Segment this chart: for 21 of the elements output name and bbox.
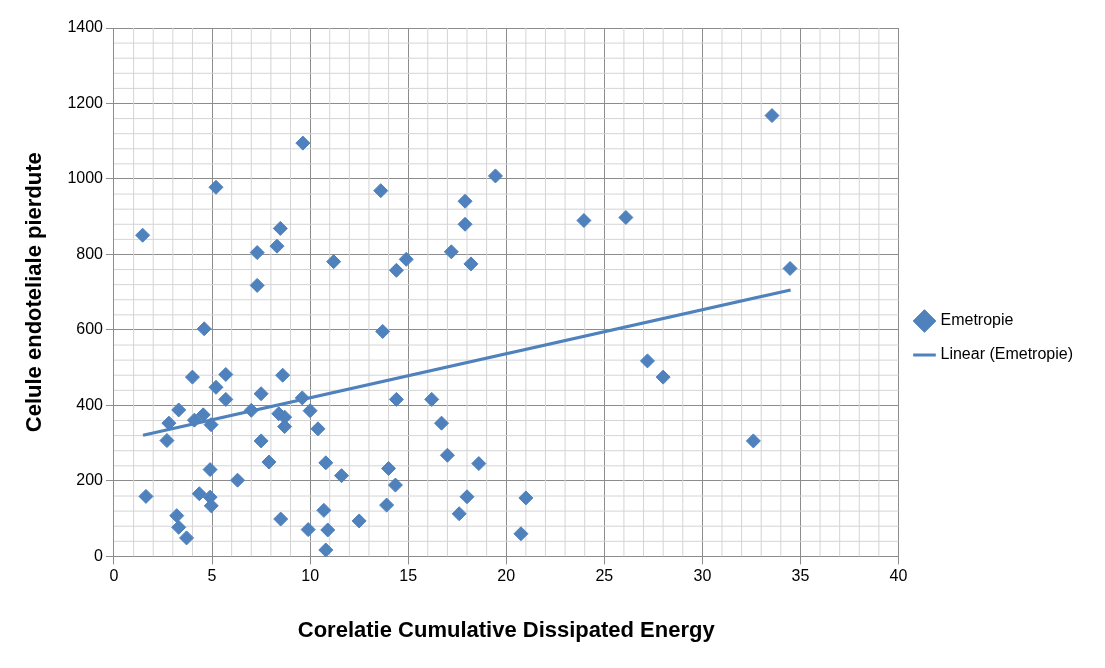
- x-tick-label: 10: [301, 567, 320, 585]
- y-tick-label: 600: [76, 320, 104, 338]
- y-axis-title: Celule endoteliale pierdute: [21, 152, 47, 433]
- y-tick-label: 0: [94, 546, 104, 564]
- y-tick-label: 1400: [67, 18, 104, 36]
- x-tick-label: 0: [109, 567, 119, 585]
- x-tick-label: 40: [889, 567, 908, 585]
- legend-label: Emetropie: [940, 311, 1014, 329]
- x-tick-label: 30: [693, 567, 712, 585]
- x-tick-label: 5: [207, 567, 217, 585]
- legend-label: Linear (Emetropie): [940, 345, 1073, 363]
- x-tick-label: 25: [595, 567, 614, 585]
- y-tick-label: 1200: [67, 93, 104, 111]
- x-tick-label: 35: [791, 567, 810, 585]
- y-tick-label: 400: [76, 395, 104, 413]
- y-tick-label: 800: [76, 244, 104, 262]
- y-tick-label: 1000: [67, 169, 104, 187]
- x-axis-title: Corelatie Cumulative Dissipated Energy: [297, 616, 716, 642]
- x-tick-label: 15: [399, 567, 418, 585]
- x-tick-label: 20: [497, 567, 516, 585]
- y-tick-label: 200: [76, 471, 104, 489]
